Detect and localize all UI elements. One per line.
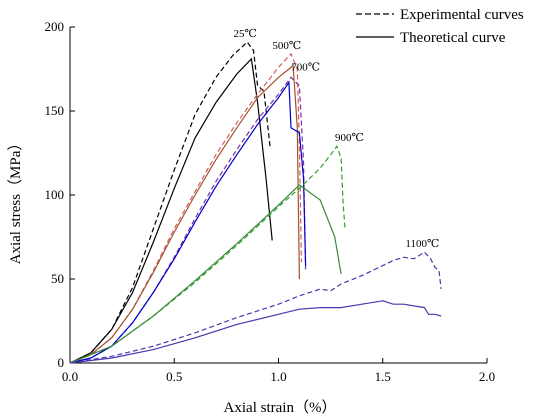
y-tick-label: 150 (45, 103, 65, 118)
legend-label-experimental: Experimental curves (400, 7, 524, 23)
annotation-900C: 900℃ (335, 132, 364, 144)
y-tick-label: 200 (45, 19, 65, 34)
series-line-1100C-theoretical (69, 300, 442, 364)
y-ticks: 0 50 100 150 200 (45, 19, 75, 370)
y-tick-label: 0 (58, 355, 65, 370)
series-line-700C-theoretical (69, 80, 307, 364)
series-line-1100C-experimental (69, 251, 442, 364)
legend: Experimental curves Theoretical curve (356, 7, 524, 46)
legend-label-theoretical: Theoretical curve (400, 30, 506, 46)
series-line-25C-theoretical (69, 57, 273, 364)
y-axis-title: Axial stress（MPa） (7, 136, 24, 265)
series-line-700C-experimental (69, 76, 307, 364)
annotation-500C: 500℃ (272, 40, 301, 52)
x-tick-label: 1.0 (270, 369, 286, 384)
series-line-900C-theoretical (69, 184, 342, 364)
y-tick-label: 50 (51, 271, 64, 286)
axes: 0.0 0.5 1.0 1.5 2.0 0 50 100 150 200 (45, 19, 496, 384)
x-tick-label: 0.5 (166, 369, 182, 384)
series-line-500C-experimental (69, 52, 302, 364)
x-axis-title: Axial strain（%） (224, 399, 337, 416)
x-ticks: 0.0 0.5 1.0 1.5 2.0 (62, 358, 495, 384)
x-tick-label: 1.5 (375, 369, 391, 384)
annotation-700C: 700℃ (291, 62, 320, 74)
x-tick-label: 0.0 (62, 369, 78, 384)
series-line-25C-experimental (69, 41, 271, 364)
x-tick-label: 2.0 (479, 369, 495, 384)
series-line-500C-theoretical (69, 64, 300, 364)
annotation-layer: 25℃ 500℃ 700℃ 900℃ 1100℃ (233, 28, 439, 250)
annotation-25C: 25℃ (233, 28, 256, 40)
series-layer (69, 41, 442, 364)
annotation-1100C: 1100℃ (405, 238, 439, 250)
y-tick-label: 100 (45, 187, 65, 202)
